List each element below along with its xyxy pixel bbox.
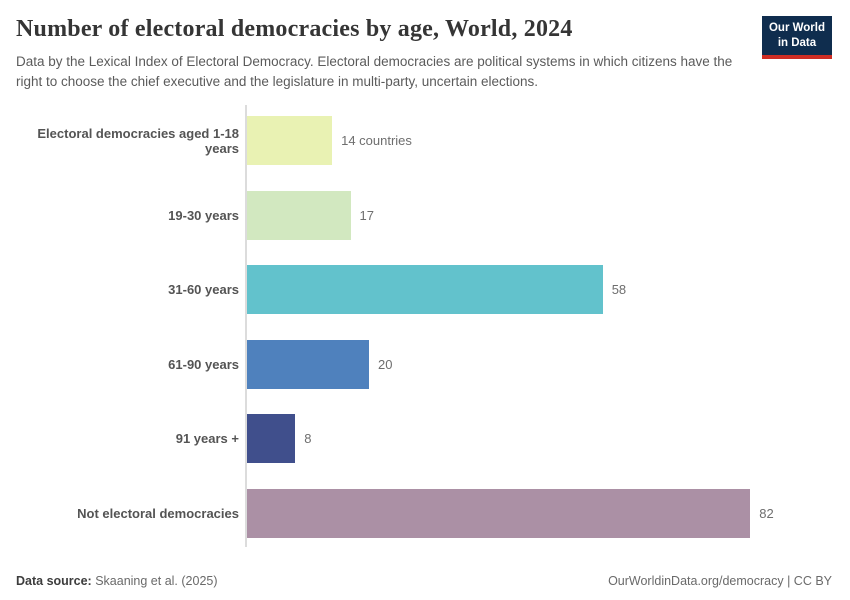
- page-subtitle: Data by the Lexical Index of Electoral D…: [16, 53, 733, 89]
- bar[interactable]: [246, 488, 751, 538]
- chart-row: 31-60 years 58: [0, 252, 850, 327]
- data-source-label: Data source:: [16, 574, 92, 588]
- bar-area: 58: [246, 252, 850, 327]
- owid-logo-line2: in Data: [777, 36, 817, 49]
- category-label: 91 years +: [175, 431, 239, 447]
- bar-area: 8: [246, 402, 850, 477]
- page-title: Number of electoral democracies by age, …: [16, 16, 573, 42]
- value-label: 14 countries: [341, 133, 412, 148]
- value-label: 20: [378, 356, 393, 372]
- bar[interactable]: [246, 414, 296, 464]
- category-label: 19-30 years: [168, 207, 239, 223]
- value-label: 17: [359, 207, 375, 223]
- chart-row: Electoral democracies aged 1-18 years 14…: [0, 103, 850, 178]
- data-source: Data source: Skaaning et al. (2025): [16, 574, 218, 588]
- owid-logo-line1: Our World: [768, 22, 825, 34]
- data-source-value: Skaaning et al. (2025): [91, 574, 218, 588]
- chart-row: Not electoral democracies 82: [0, 476, 850, 551]
- footer-link[interactable]: OurWorldinData.org/democracy: [608, 574, 784, 588]
- value-label: 8: [304, 431, 312, 447]
- bar-area: 82: [246, 476, 850, 551]
- bar[interactable]: [246, 265, 603, 315]
- category-label: 61-90 years: [168, 356, 239, 372]
- bar[interactable]: [246, 339, 369, 389]
- chart-row: 19-30 years 17: [0, 178, 850, 253]
- value-label: 58: [611, 282, 627, 298]
- axis-line: [245, 105, 247, 547]
- chart-rows: Electoral democracies aged 1-18 years 14…: [0, 103, 850, 551]
- category-label: Not electoral democracies: [77, 505, 239, 521]
- footer: Data source: Skaaning et al. (2025) OurW…: [0, 574, 850, 588]
- bar[interactable]: [246, 116, 333, 165]
- chart-row: 61-90 years 20: [0, 327, 850, 402]
- footer-license[interactable]: CC BY: [793, 574, 832, 588]
- bar-area: 14 countries: [246, 103, 850, 178]
- value-label: 82: [759, 505, 774, 521]
- owid-logo[interactable]: Our World in Data: [761, 16, 832, 59]
- category-label: 31-60 years: [168, 282, 239, 298]
- bar-chart: Electoral democracies aged 1-18 years 14…: [0, 103, 850, 551]
- bar[interactable]: [246, 190, 351, 240]
- category-label: Electoral democracies aged 1-18 years: [37, 125, 239, 156]
- footer-separator: |: [783, 574, 794, 588]
- chart-row: 91 years + 8: [0, 402, 850, 477]
- bar-area: 20: [246, 327, 850, 402]
- bar-area: 17: [246, 178, 850, 253]
- footer-credits: OurWorldinData.org/democracy | CC BY: [608, 574, 832, 588]
